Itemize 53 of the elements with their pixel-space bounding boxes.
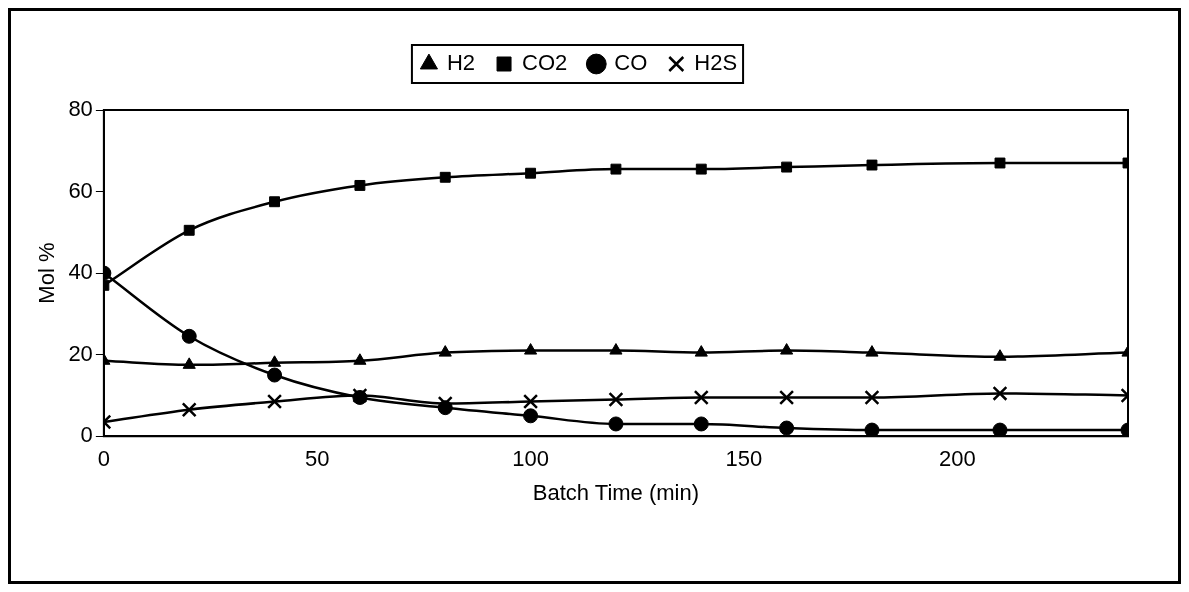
point [695, 163, 707, 175]
legend-label: CO [614, 50, 648, 76]
point [693, 416, 709, 432]
point [608, 391, 624, 408]
point [266, 393, 283, 410]
y-tick-label: 40 [68, 259, 93, 285]
point [181, 402, 197, 418]
point [523, 408, 539, 424]
point [994, 157, 1006, 169]
point [610, 163, 622, 175]
point [525, 167, 537, 179]
point [438, 345, 452, 357]
y-tick-label: 60 [68, 177, 93, 203]
point [182, 357, 196, 369]
point [524, 343, 538, 355]
point [609, 343, 623, 355]
point [864, 422, 880, 437]
point [780, 343, 794, 355]
point [183, 224, 195, 236]
point [353, 353, 367, 365]
x-tick-label: 100 [512, 446, 549, 472]
legend-label: CO2 [522, 50, 568, 76]
point [866, 159, 878, 171]
point [437, 395, 453, 412]
x-tick-label: 150 [725, 446, 763, 472]
y-tick-label: 20 [68, 340, 93, 366]
x-tick-label: 50 [304, 446, 330, 472]
x-tick-label: 0 [97, 446, 110, 472]
point [267, 367, 283, 383]
point [608, 416, 624, 432]
point [181, 328, 197, 344]
y-tick-label: 0 [80, 422, 93, 448]
point [354, 179, 366, 191]
legend-label: H2 [446, 50, 476, 76]
point [779, 420, 795, 436]
point [522, 393, 539, 410]
point [992, 422, 1008, 437]
point [268, 355, 282, 367]
point [439, 171, 451, 183]
point [781, 161, 793, 173]
y-tick-label: 80 [68, 96, 93, 122]
point [779, 389, 795, 406]
point [864, 389, 880, 406]
point [269, 196, 281, 208]
legend-label: H2S [694, 50, 738, 76]
y-axis-title: Mol % [34, 242, 60, 304]
point [694, 345, 708, 357]
x-axis-title: Batch Time (min) [532, 479, 700, 505]
point [992, 385, 1008, 401]
point [865, 345, 879, 357]
point [993, 349, 1007, 361]
x-tick-label: 200 [938, 446, 976, 472]
point [693, 389, 709, 406]
